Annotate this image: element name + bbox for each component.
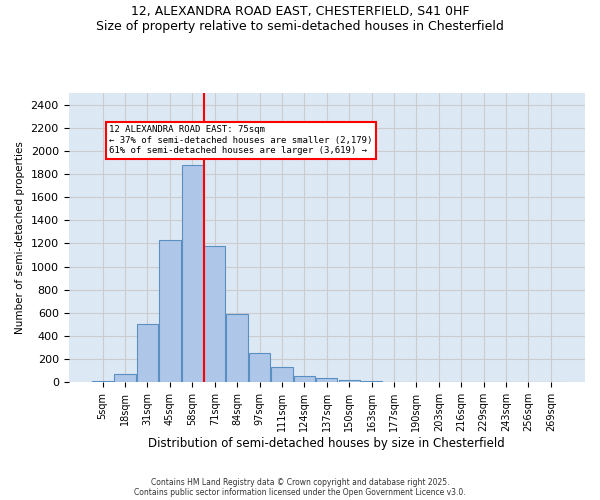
Bar [338, 380, 360, 382]
Bar [226, 314, 248, 382]
Bar [137, 324, 158, 382]
Bar [271, 368, 293, 382]
Bar [182, 165, 203, 382]
Bar [92, 381, 113, 382]
Bar [204, 246, 226, 382]
Bar [294, 376, 315, 382]
Bar [249, 354, 270, 382]
Bar [115, 374, 136, 382]
X-axis label: Distribution of semi-detached houses by size in Chesterfield: Distribution of semi-detached houses by … [148, 437, 505, 450]
Text: 12 ALEXANDRA ROAD EAST: 75sqm
← 37% of semi-detached houses are smaller (2,179)
: 12 ALEXANDRA ROAD EAST: 75sqm ← 37% of s… [109, 126, 373, 155]
Text: Contains HM Land Registry data © Crown copyright and database right 2025.
Contai: Contains HM Land Registry data © Crown c… [134, 478, 466, 497]
Bar [316, 378, 337, 382]
Bar [159, 240, 181, 382]
Y-axis label: Number of semi-detached properties: Number of semi-detached properties [15, 141, 25, 334]
Text: 12, ALEXANDRA ROAD EAST, CHESTERFIELD, S41 0HF
Size of property relative to semi: 12, ALEXANDRA ROAD EAST, CHESTERFIELD, S… [96, 5, 504, 33]
Bar [361, 381, 382, 382]
